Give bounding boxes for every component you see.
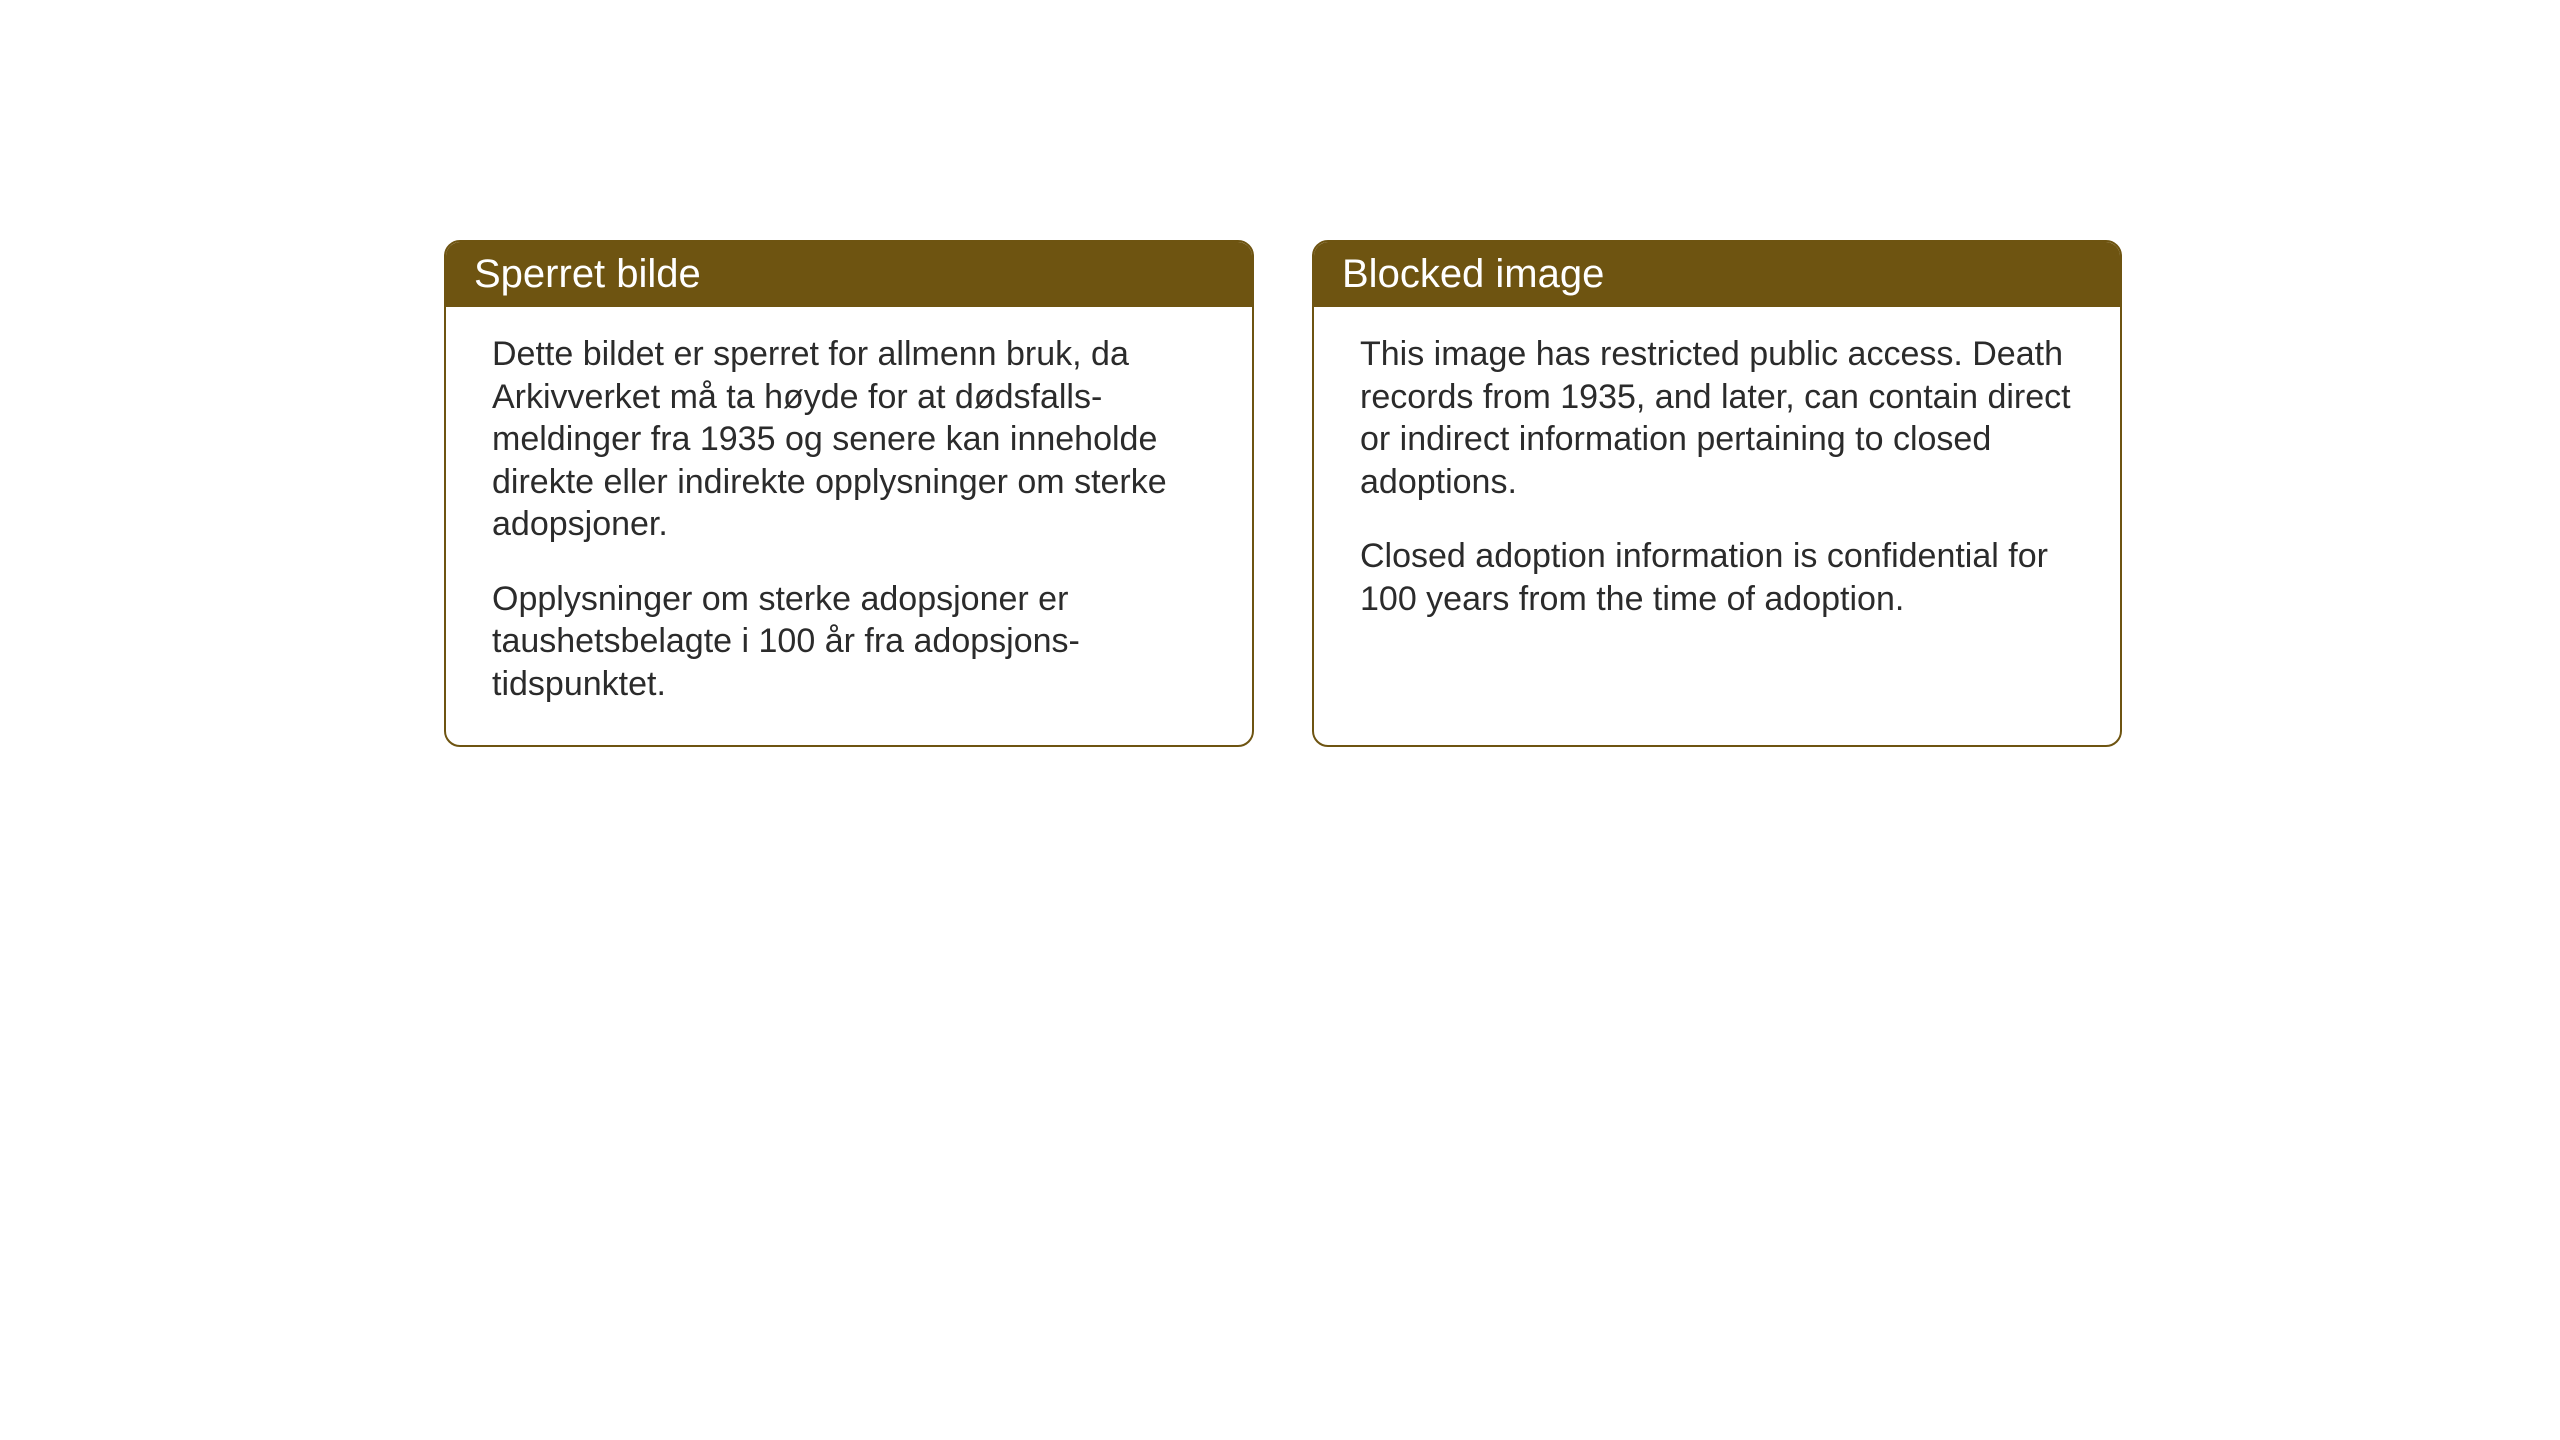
notice-card-norwegian: Sperret bilde Dette bildet er sperret fo… bbox=[444, 240, 1254, 747]
card-body-norwegian: Dette bildet er sperret for allmenn bruk… bbox=[446, 307, 1252, 745]
notice-container: Sperret bilde Dette bildet er sperret fo… bbox=[444, 240, 2122, 747]
card-body-english: This image has restricted public access.… bbox=[1314, 307, 2120, 660]
card-header-norwegian: Sperret bilde bbox=[446, 242, 1252, 307]
card-title-english: Blocked image bbox=[1342, 252, 1604, 296]
card-title-norwegian: Sperret bilde bbox=[474, 252, 701, 296]
card-paragraph-2-norwegian: Opplysninger om sterke adopsjoner er tau… bbox=[492, 578, 1206, 706]
notice-card-english: Blocked image This image has restricted … bbox=[1312, 240, 2122, 747]
card-paragraph-1-norwegian: Dette bildet er sperret for allmenn bruk… bbox=[492, 333, 1206, 546]
card-header-english: Blocked image bbox=[1314, 242, 2120, 307]
card-paragraph-1-english: This image has restricted public access.… bbox=[1360, 333, 2074, 503]
card-paragraph-2-english: Closed adoption information is confident… bbox=[1360, 535, 2074, 620]
